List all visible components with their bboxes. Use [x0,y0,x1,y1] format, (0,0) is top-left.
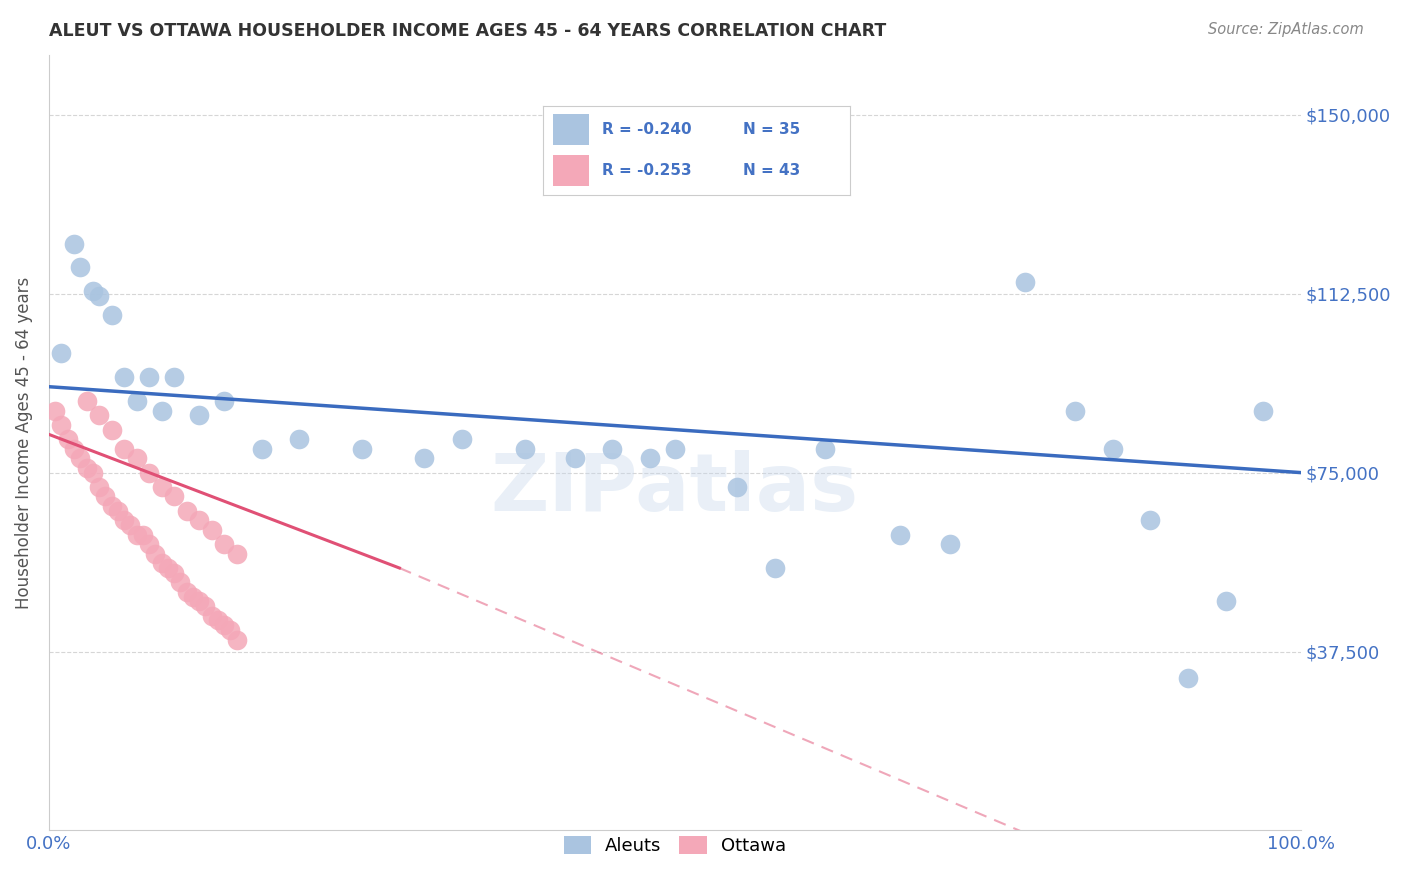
Point [112,513,135,527]
Point [219,623,242,637]
Point [201,608,224,623]
Point [125,394,148,409]
Point [413,451,436,466]
Point [350,442,373,456]
Point [100,308,122,322]
Point [163,370,186,384]
Point [664,442,686,456]
Text: ZIPatlas: ZIPatlas [491,450,859,528]
Point [87,409,110,423]
Point [188,409,211,423]
Point [600,442,623,456]
Y-axis label: Householder Income Ages 45 - 64 years: Householder Income Ages 45 - 64 years [15,277,32,609]
Point [51,417,73,432]
Point [76,460,98,475]
Point [51,346,73,360]
Point [176,504,198,518]
Point [225,632,247,647]
Point [163,566,186,580]
Point [194,599,217,614]
Point [100,499,122,513]
Point [150,556,173,570]
Point [1177,671,1199,685]
Point [69,451,91,466]
Point [1102,442,1125,456]
Legend: Aleuts, Ottawa: Aleuts, Ottawa [554,827,796,864]
Point [100,423,122,437]
Point [889,527,911,541]
Point [176,585,198,599]
Point [94,490,117,504]
Point [125,451,148,466]
Text: ALEUT VS OTTAWA HOUSEHOLDER INCOME AGES 45 - 64 YEARS CORRELATION CHART: ALEUT VS OTTAWA HOUSEHOLDER INCOME AGES … [49,22,886,40]
Point [564,451,586,466]
Point [132,527,155,541]
Point [513,442,536,456]
Point [250,442,273,456]
Point [288,432,311,446]
Point [44,403,66,417]
Point [169,575,191,590]
Point [207,614,229,628]
Point [1215,594,1237,608]
Point [939,537,962,551]
Point [63,236,86,251]
Point [212,394,235,409]
Point [107,504,129,518]
Point [188,594,211,608]
Point [725,480,748,494]
Point [138,537,160,551]
Point [201,523,224,537]
Point [1064,403,1087,417]
Point [87,289,110,303]
Point [112,370,135,384]
Point [163,490,186,504]
Point [451,432,474,446]
Point [120,518,142,533]
Point [225,547,247,561]
Point [138,466,160,480]
Point [763,561,786,575]
Text: Source: ZipAtlas.com: Source: ZipAtlas.com [1208,22,1364,37]
Point [82,466,104,480]
Point [638,451,661,466]
Point [82,285,104,299]
Point [69,260,91,275]
Point [814,442,837,456]
Point [1139,513,1161,527]
Point [112,442,135,456]
Point [138,370,160,384]
Point [1251,403,1274,417]
Point [188,513,211,527]
Point [156,561,179,575]
Point [56,432,79,446]
Point [181,590,204,604]
Point [1014,275,1036,289]
Point [125,527,148,541]
Point [76,394,98,409]
Point [150,403,173,417]
Point [212,537,235,551]
Point [145,547,167,561]
Point [212,618,235,632]
Point [63,442,86,456]
Point [87,480,110,494]
Point [150,480,173,494]
